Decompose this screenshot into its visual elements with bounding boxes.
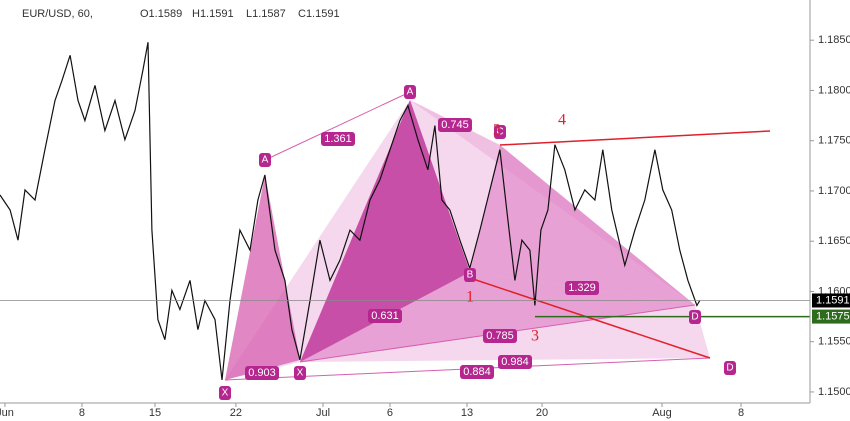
ratio-label: 0.745 (441, 119, 469, 131)
x-tick-label: 6 (387, 407, 393, 419)
level-tag (812, 309, 850, 324)
ratio-label: 0.903 (248, 367, 276, 379)
x-tick-label: Jun (0, 407, 14, 419)
point-badge (219, 386, 231, 400)
point-badge (689, 310, 701, 324)
wave-label: 1 (466, 289, 474, 306)
ratio-badge (438, 118, 472, 132)
y-tick-label: 1.1800 (818, 84, 850, 96)
x-tick-label: Aug (652, 407, 672, 419)
wave-label: 4 (558, 112, 566, 129)
point-label: B (467, 270, 474, 281)
x-tick-label: Jul (316, 407, 330, 419)
point-label: A (407, 87, 414, 98)
ohlc-high: H1.1591 (192, 8, 234, 20)
point-badge (259, 153, 271, 167)
y-tick-label: 1.1500 (818, 386, 850, 398)
point-badge (294, 366, 306, 380)
y-tick-label: 1.1850 (818, 34, 850, 46)
ratio-label: 1.329 (568, 282, 596, 294)
ratio-label: 0.631 (371, 310, 399, 322)
ratio-badge (460, 365, 494, 379)
point-label: X (222, 388, 229, 399)
point-label: D (726, 363, 733, 374)
ratio-badge (565, 281, 599, 295)
ohlc-open: O1.1589 (140, 8, 182, 20)
y-tick-label: 1.1650 (818, 235, 850, 247)
pattern-triangle (300, 100, 470, 362)
ohlc-close: C1.1591 (298, 8, 340, 20)
pattern-triangle (470, 145, 695, 305)
ratio-label: 0.785 (486, 330, 514, 342)
ratio-badge (368, 309, 402, 323)
plot: 1.15001.15501.16001.16501.17001.17501.18… (0, 34, 850, 419)
level-label: 1.1575 (816, 310, 850, 322)
point-label: A (262, 155, 269, 166)
x-tick-label: 8 (79, 407, 85, 419)
point-label: X (297, 368, 304, 379)
point-badge (464, 268, 476, 282)
symbol: EUR/USD, 60, (22, 8, 93, 20)
ratio-label: 1.361 (324, 133, 352, 145)
pattern-line (264, 91, 411, 161)
ratio-badge (245, 366, 279, 380)
trend-line (499, 130, 771, 146)
y-tick-label: 1.1700 (818, 185, 850, 197)
pattern-triangle (225, 175, 300, 380)
ratio-label: 0.884 (463, 366, 491, 378)
y-tick-label: 1.1750 (818, 135, 850, 147)
point-badge (724, 361, 736, 375)
x-tick-label: 13 (461, 407, 473, 419)
point-badge (404, 85, 416, 99)
last-price-label: 1.1591 (816, 294, 850, 306)
point-label: C (496, 127, 503, 138)
ratio-badge (498, 355, 532, 369)
trend-line (469, 277, 711, 359)
harmonic-patterns (224, 91, 771, 381)
point-label: D (691, 312, 698, 323)
y-tick-label: 1.1550 (818, 336, 850, 348)
ratio-label: 0.984 (501, 356, 529, 368)
ratio-badge (321, 132, 355, 146)
x-tick-label: 20 (536, 407, 548, 419)
ohlc-low: L1.1587 (246, 8, 286, 20)
ratio-badge (483, 329, 517, 343)
last-price-tag (812, 293, 850, 308)
point-badge (494, 125, 506, 139)
x-tick-label: 8 (738, 407, 744, 419)
wave-label: 3 (531, 328, 539, 345)
wave-label: 2 (493, 122, 501, 139)
price-line (0, 42, 701, 380)
x-tick-label: 15 (149, 407, 161, 419)
overlay: 1.1591 1.1575 X A X A B C D D 1.361 0.745 0.631 0.785… (0, 85, 850, 400)
x-tick-label: 22 (230, 407, 242, 419)
